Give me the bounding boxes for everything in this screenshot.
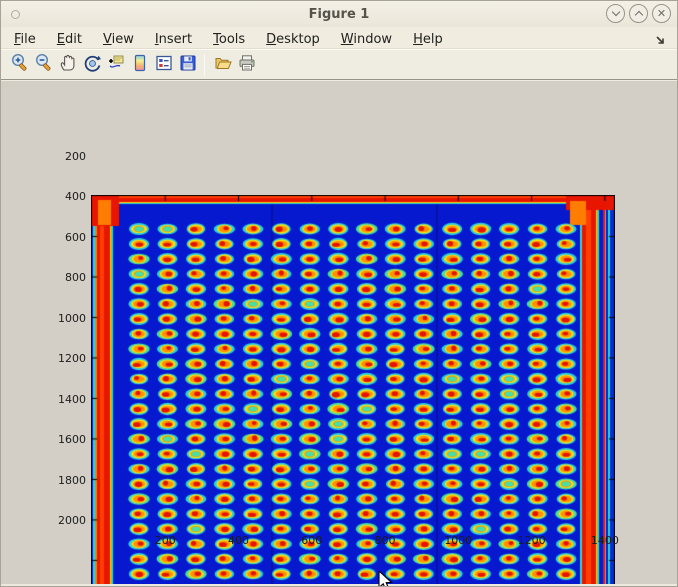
window-menu-icon[interactable]: [11, 10, 20, 19]
x-tick-label: 1200: [517, 534, 546, 547]
maximize-button[interactable]: [629, 4, 648, 23]
shade-button[interactable]: [606, 4, 625, 23]
zoom-in-button[interactable]: [8, 52, 32, 78]
print-figure-button[interactable]: [235, 52, 259, 78]
menu-item-window[interactable]: Window: [340, 32, 393, 47]
rotate-3d-button[interactable]: [80, 52, 104, 78]
y-tick-label: 1600: [58, 433, 86, 447]
y-tick-label: 1000: [58, 311, 86, 325]
y-tick-label: 400: [65, 190, 86, 204]
zoom-out-button[interactable]: [32, 52, 56, 78]
x-tick-label: 200: [154, 534, 176, 547]
insert-colorbar-button[interactable]: [128, 52, 152, 78]
y-tick-label: 1200: [58, 352, 86, 366]
window-title: Figure 1: [308, 6, 370, 22]
menu-item-desktop[interactable]: Desktop: [266, 32, 320, 47]
menu-item-edit[interactable]: Edit: [56, 32, 82, 47]
close-icon: ✕: [656, 7, 667, 20]
x-tick-label: 1400: [590, 534, 619, 547]
pan-button[interactable]: [56, 52, 80, 78]
data-cursor-icon: [106, 53, 126, 77]
menu-bar: File Edit View Insert Tools Desktop Window Help: [1, 27, 677, 49]
pan-icon: [58, 53, 78, 77]
plate-image-axes[interactable]: [91, 195, 615, 586]
dock-figure-arrow-icon[interactable]: [655, 32, 667, 51]
x-tick-label: 800: [374, 534, 396, 547]
open-file-icon: [213, 53, 233, 77]
x-tick-label: 600: [301, 534, 323, 547]
menu-item-file[interactable]: File: [14, 32, 36, 47]
print-figure-icon: [237, 53, 257, 77]
x-tick-label: 400: [228, 534, 250, 547]
y-tick-label: 800: [65, 271, 86, 285]
close-button[interactable]: ✕: [652, 4, 671, 23]
zoom-in-icon: [10, 53, 30, 77]
mouse-cursor-icon: [378, 569, 394, 586]
insert-legend-icon: [154, 53, 174, 77]
y-tick-label: 2000: [58, 514, 86, 528]
menu-item-view[interactable]: View: [102, 32, 134, 47]
rotate-3d-icon: [82, 53, 102, 77]
insert-legend-button[interactable]: [152, 52, 176, 78]
menu-item-insert[interactable]: Insert: [154, 32, 193, 47]
chevron-up-icon: [634, 10, 643, 20]
toolbar-separator: [204, 53, 205, 76]
save-figure-icon: [178, 53, 198, 77]
zoom-out-icon: [34, 53, 54, 77]
insert-colorbar-icon: [130, 53, 150, 77]
plate-scan-image[interactable]: [91, 195, 615, 586]
figure-toolbar: [1, 49, 677, 80]
menu-item-tools[interactable]: Tools: [213, 32, 246, 47]
window-bottom-border: [1, 584, 677, 586]
data-cursor-button[interactable]: [104, 52, 128, 78]
menu-item-help[interactable]: Help: [413, 32, 443, 47]
figure-canvas-area: 200 400 600 800 1000 1200 1400 200 400 600 800 1000…: [1, 81, 677, 586]
y-tick-label: 200: [65, 149, 86, 163]
y-tick-label: 1400: [58, 392, 86, 406]
save-figure-button[interactable]: [176, 52, 200, 78]
open-file-button[interactable]: [211, 52, 235, 78]
y-tick-label: 1800: [58, 473, 86, 487]
y-tick-label: 600: [65, 230, 86, 244]
x-tick-label: 1000: [444, 534, 473, 547]
title-bar[interactable]: Figure 1 ✕: [1, 1, 677, 27]
chevron-down-icon: [611, 7, 620, 17]
